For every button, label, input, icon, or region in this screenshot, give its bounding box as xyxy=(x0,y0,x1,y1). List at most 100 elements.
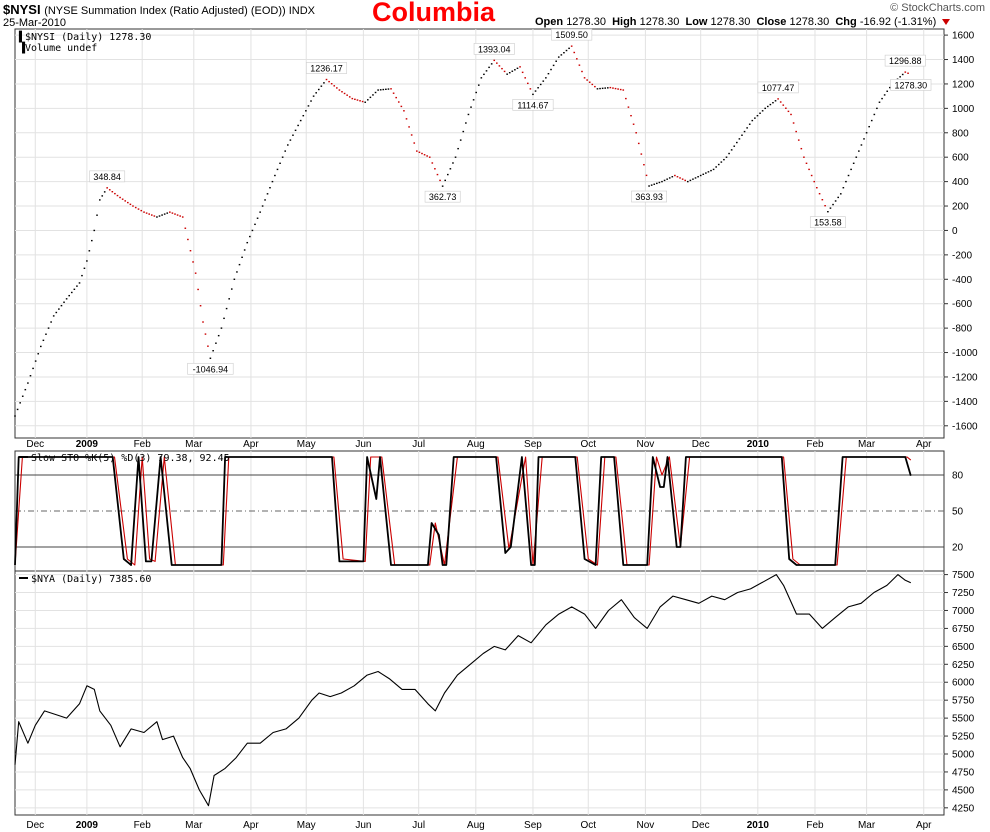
nya-x-tick-label: Apr xyxy=(916,820,932,831)
sto-y-tick-label: 80 xyxy=(952,471,964,482)
sto-panel-title: Slow STO %K(5) %D(3) 79.38, xyxy=(31,453,194,464)
symbol-ticker: $NYSI xyxy=(3,2,41,17)
nya-x-tick-label: Apr xyxy=(243,820,259,831)
nysi-value-callout-box xyxy=(757,81,799,94)
nysi-value-callout-box xyxy=(424,190,461,203)
close-label: Close xyxy=(756,16,787,28)
nysi-value-callout: 153.58 xyxy=(814,218,842,228)
nysi-value-callout-box xyxy=(473,43,515,55)
down-arrow-icon xyxy=(942,19,951,26)
nysi-y-tick-label: 200 xyxy=(952,202,969,213)
nysi-value-callout: 348.84 xyxy=(93,172,121,182)
nysi-y-tick-label: 1600 xyxy=(952,31,975,42)
nysi-value-callout-box xyxy=(890,79,932,91)
nysi-y-tick-label: -1200 xyxy=(952,372,978,383)
nya-y-tick-label: 6500 xyxy=(952,642,975,653)
nysi-value-callout-box xyxy=(187,362,234,375)
nysi-value-callout: 1236.17 xyxy=(310,64,343,74)
nysi-value-callout-box xyxy=(809,216,846,228)
nya-y-tick-label: 5750 xyxy=(952,696,975,707)
open-value: 1278.30 xyxy=(566,16,606,28)
nysi-x-tick-label: Aug xyxy=(467,439,485,450)
nysi-value-callout: 1278.30 xyxy=(895,80,928,90)
nya-x-tick-label: 2009 xyxy=(76,820,99,831)
nysi-y-tick-label: -400 xyxy=(952,275,972,286)
nysi-x-tick-label: Jul xyxy=(412,439,425,450)
nysi-y-tick-label: 400 xyxy=(952,177,969,188)
nysi-x-tick-label: 2009 xyxy=(76,439,99,450)
nysi-x-tick-label: Apr xyxy=(916,439,932,450)
stockcharts-credit[interactable]: © StockCharts.com xyxy=(890,2,985,14)
nya-x-tick-label: Feb xyxy=(806,820,824,831)
nysi-x-tick-label: Mar xyxy=(858,439,876,450)
nya-y-tick-label: 4500 xyxy=(952,785,975,796)
nysi-value-callout: 363.93 xyxy=(635,192,663,202)
nysi-x-tick-label: Mar xyxy=(185,439,203,450)
nysi-x-tick-label: Feb xyxy=(806,439,824,450)
nya-y-tick-label: 7000 xyxy=(952,606,975,617)
nysi-value-callout: 1114.67 xyxy=(517,100,548,110)
nya-x-tick-label: Dec xyxy=(692,820,710,831)
nya-panel-frame xyxy=(14,570,945,816)
nysi-x-tick-label: 2010 xyxy=(747,439,770,450)
nysi-x-tick-label: Dec xyxy=(692,439,710,450)
nya-x-tick-label: Jul xyxy=(412,820,425,831)
nya-y-tick-label: 6750 xyxy=(952,624,975,635)
nya-y-tick-label: 7500 xyxy=(952,570,975,581)
sto-percent-k-line xyxy=(14,456,912,566)
open-label: Open xyxy=(535,16,564,28)
nya-y-tick-label: 6250 xyxy=(952,660,975,671)
nysi-value-callout: 1296.88 xyxy=(889,56,922,66)
nysi-y-tick-label: 1200 xyxy=(952,79,975,90)
nya-x-tick-label: Mar xyxy=(858,820,876,831)
nya-price-line xyxy=(14,574,912,807)
low-label: Low xyxy=(685,16,708,28)
sto-percent-d-line xyxy=(14,456,912,566)
nysi-y-tick-label: -1000 xyxy=(952,348,978,359)
nysi-x-tick-label: Apr xyxy=(243,439,259,450)
nya-x-tick-label: Oct xyxy=(580,820,596,831)
volume-note: ▐Volume undef xyxy=(19,41,97,54)
brand-title: Columbia xyxy=(372,0,496,27)
nysi-y-tick-label: 0 xyxy=(952,226,958,237)
nysi-y-tick-label: -200 xyxy=(952,250,972,261)
nysi-value-callout-box xyxy=(512,99,554,111)
symbol-title: $NYSI (NYSE Summation Index (Ratio Adjus… xyxy=(3,2,315,17)
symbol-description: (NYSE Summation Index (Ratio Adjusted) (… xyxy=(44,5,316,17)
close-value: 1278.30 xyxy=(789,16,830,28)
nysi-value-callout: 1393.04 xyxy=(478,44,511,54)
nya-y-tick-label: 4250 xyxy=(952,803,975,814)
nysi-panel-title: ▌$NYSI (Daily) 1278.30 xyxy=(18,30,151,43)
nya-x-tick-label: 2010 xyxy=(747,820,770,831)
nya-x-tick-label: Mar xyxy=(185,820,203,831)
nysi-value-callout-box xyxy=(884,54,926,67)
nya-y-tick-label: 5000 xyxy=(952,750,975,761)
nysi-x-tick-label: Feb xyxy=(134,439,152,450)
sto-y-tick-label: 20 xyxy=(952,543,964,554)
nya-y-tick-label: 5250 xyxy=(952,732,975,743)
change-label: Chg xyxy=(835,16,857,28)
nysi-x-tick-label: Nov xyxy=(636,439,654,450)
nya-y-tick-label: 6000 xyxy=(952,678,975,689)
low-value: 1278.30 xyxy=(710,16,751,28)
nya-x-tick-label: Aug xyxy=(467,820,485,831)
nya-y-tick-label: 7250 xyxy=(952,588,975,599)
nysi-y-tick-label: 1000 xyxy=(952,104,975,115)
nysi-x-tick-label: Sep xyxy=(524,439,542,450)
nysi-x-tick-label: May xyxy=(297,439,316,450)
ohlc-readout: Open 1278.30 High 1278.30 Low 1278.30 Cl… xyxy=(535,16,951,28)
nysi-x-tick-label: Jun xyxy=(355,439,371,450)
nysi-x-tick-label: Dec xyxy=(26,439,44,450)
nysi-value-callout-box xyxy=(306,62,348,74)
nya-x-tick-label: Sep xyxy=(524,820,542,831)
nya-x-tick-label: May xyxy=(297,820,316,831)
nya-x-tick-label: Feb xyxy=(134,820,152,831)
nya-x-tick-label: Jun xyxy=(355,820,371,831)
nysi-value-callout: -1046.94 xyxy=(193,364,229,374)
sto-y-tick-label: 50 xyxy=(952,507,964,518)
nysi-value-callout-box xyxy=(89,170,126,183)
nysi-value-callout: 362.73 xyxy=(429,192,457,202)
main-panel-frame xyxy=(14,28,945,439)
nya-panel-title: $NYA (Daily) 7385.60 xyxy=(31,574,151,585)
nya-x-tick-label: Dec xyxy=(26,820,44,831)
